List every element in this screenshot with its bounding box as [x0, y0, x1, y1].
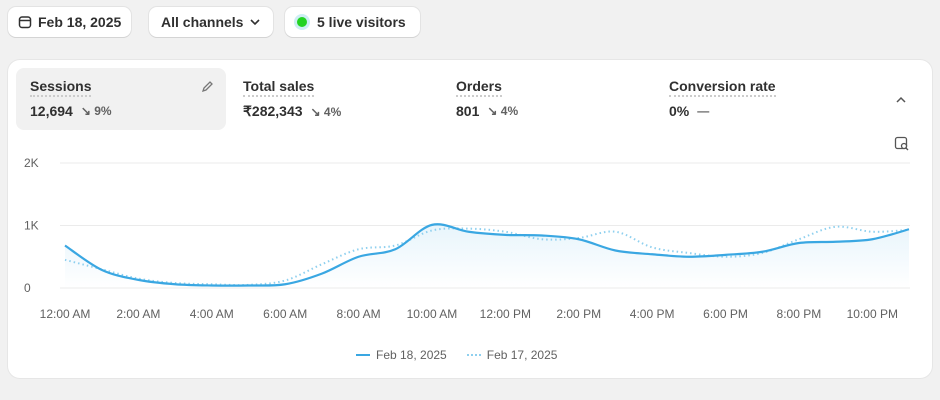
x-tick-label: 10:00 PM — [847, 307, 898, 321]
metric-value: ₹282,343 — [243, 103, 303, 119]
pencil-icon[interactable] — [200, 80, 214, 94]
chart-legend: Feb 18, 2025 Feb 17, 2025 — [356, 348, 557, 362]
metric-delta: 4% — [323, 104, 342, 119]
metric-delta: 9% — [94, 104, 112, 118]
metric-sessions[interactable]: Sessions 12,694 ↘ 9% — [16, 68, 226, 130]
legend-solid-swatch — [356, 354, 370, 356]
x-tick-label: 12:00 AM — [40, 307, 91, 321]
x-tick-label: 4:00 AM — [190, 307, 234, 321]
trend-down-icon: ↘ — [487, 104, 498, 118]
channels-dropdown[interactable]: All channels — [149, 7, 274, 37]
x-tick-label: 2:00 PM — [556, 307, 601, 321]
metric-label: Orders — [456, 78, 502, 97]
y-tick-label: 1K — [24, 219, 39, 233]
series-area-feb-18 — [65, 224, 909, 288]
legend-label: Feb 18, 2025 — [376, 348, 447, 362]
metric-label: Conversion rate — [669, 78, 776, 97]
y-tick-label: 2K — [24, 156, 39, 170]
x-tick-label: 6:00 PM — [703, 307, 748, 321]
channels-label: All channels — [161, 14, 244, 30]
x-tick-label: 6:00 AM — [263, 307, 307, 321]
live-visitors-button[interactable]: 5 live visitors — [285, 7, 420, 37]
date-label: Feb 18, 2025 — [38, 14, 122, 30]
x-tick-label: 12:00 PM — [480, 307, 531, 321]
trend-down-icon: ↘ — [80, 104, 91, 118]
y-tick-label: 0 — [24, 281, 31, 295]
metric-value: 801 — [456, 103, 480, 119]
metric-conversion-rate[interactable]: Conversion rate 0% — — [655, 68, 865, 130]
metric-delta: — — [697, 104, 710, 118]
legend-dotted-swatch — [466, 354, 481, 356]
series-line-feb-18 — [64, 223, 910, 287]
chart-zoom-icon[interactable] — [894, 136, 910, 152]
metric-total-sales[interactable]: Total sales ₹282,343 ↘ 4% — [229, 68, 439, 130]
metric-value: 0% — [669, 103, 690, 119]
date-picker-button[interactable]: Feb 18, 2025 — [8, 7, 132, 37]
metric-orders[interactable]: Orders 801 ↘ 4% — [442, 68, 652, 130]
x-tick-label: 2:00 AM — [116, 307, 160, 321]
x-tick-label: 8:00 AM — [337, 307, 381, 321]
live-dot-icon — [297, 17, 307, 27]
x-tick-label: 4:00 PM — [630, 307, 675, 321]
metric-label: Sessions — [30, 78, 92, 97]
x-tick-label: 10:00 AM — [407, 307, 458, 321]
metric-value: 12,694 — [30, 103, 73, 119]
metric-label: Total sales — [243, 78, 315, 97]
live-visitors-label: 5 live visitors — [317, 14, 406, 30]
calendar-icon — [18, 16, 32, 29]
legend-label: Feb 17, 2025 — [486, 348, 558, 362]
chevron-up-icon[interactable] — [894, 93, 908, 107]
analytics-card: Sessions 12,694 ↘ 9% Total sales ₹282,343… — [8, 60, 932, 378]
trend-down-icon: ↘ — [310, 104, 321, 119]
metric-delta: 4% — [500, 104, 519, 118]
chevron-down-icon — [250, 19, 261, 26]
x-tick-label: 8:00 PM — [777, 307, 822, 321]
